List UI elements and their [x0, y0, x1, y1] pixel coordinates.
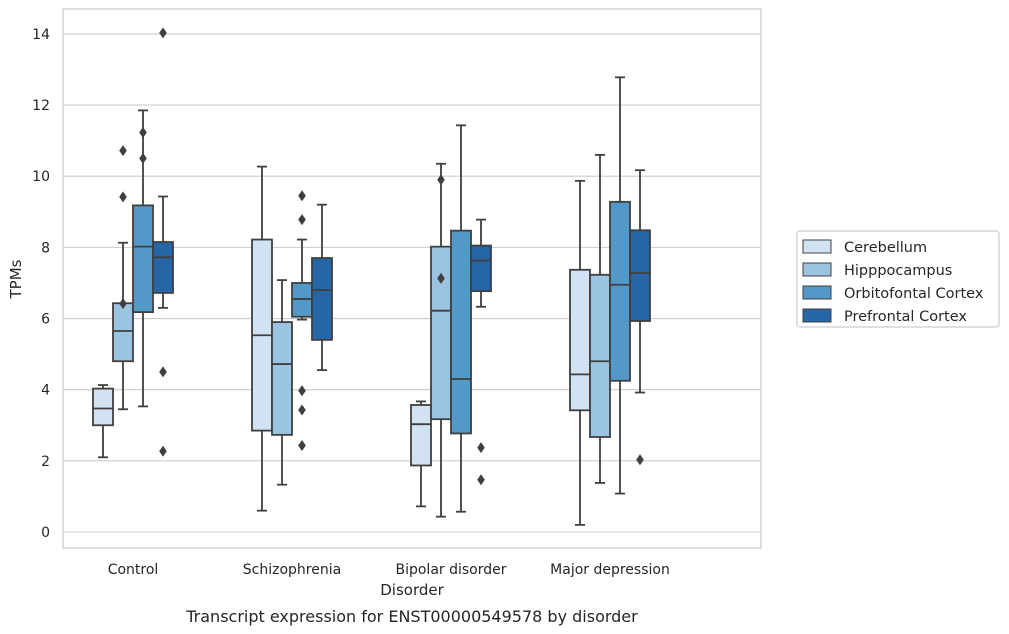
iqr-box [629, 229, 651, 322]
legend: Cerebellum Hipppocampus Orbitofontal Corte… [796, 230, 1000, 328]
iqr-box [410, 404, 432, 467]
outlier-point [477, 474, 485, 486]
outlier-point [159, 27, 167, 39]
legend-label: Hipppocampus [844, 263, 952, 279]
iqr-box [609, 200, 631, 382]
x-tick-label: Bipolar disorder [395, 562, 506, 578]
iqr-box [450, 229, 472, 435]
y-tick-label: 12 [32, 98, 50, 114]
iqr-box [311, 257, 333, 341]
y-tick-label: 10 [32, 169, 50, 185]
legend-swatch [802, 239, 832, 254]
box-orbitofontal-cortex [450, 124, 472, 513]
chart-caption: Transcript expression for ENST0000054957… [185, 607, 638, 626]
y-axis-ticks: 0 2 4 6 8 10 12 14 [32, 27, 50, 541]
legend-label: Cerebellum [844, 240, 927, 256]
outlier-point [437, 272, 445, 284]
box-orbitofontal-cortex [132, 109, 154, 408]
box-hipppocampus [112, 145, 134, 411]
outlier-point [119, 145, 127, 157]
outlier-point [119, 191, 127, 203]
outlier-point [636, 454, 644, 466]
legend-frame [796, 230, 1000, 328]
outlier-point [298, 385, 306, 397]
box-hipppocampus [271, 279, 293, 486]
outlier-point [119, 298, 127, 310]
box-cerebellum [569, 179, 591, 526]
x-axis-label: Disorder [380, 581, 444, 599]
box-orbitofontal-cortex [291, 190, 313, 452]
box-prefrontal-cortex [629, 169, 651, 466]
outlier-point [477, 442, 485, 454]
box-cerebellum [410, 400, 432, 508]
box-prefrontal-cortex [152, 27, 174, 457]
legend-label: Prefrontal Cortex [844, 309, 967, 325]
box-orbitofontal-cortex [609, 76, 631, 495]
grid-lines [63, 33, 761, 533]
box-prefrontal-cortex [470, 218, 492, 486]
box-hipppocampus [430, 162, 452, 518]
box-plot-area [92, 27, 651, 526]
iqr-box [92, 387, 114, 427]
iqr-box [589, 273, 611, 438]
box-cerebellum [92, 384, 114, 459]
x-axis-ticks: Control Schizophrenia Bipolar disorder Majo… [108, 562, 670, 578]
x-tick-label: Major depression [550, 562, 670, 578]
x-tick-label: Control [108, 562, 159, 578]
legend-swatch [802, 308, 832, 323]
legend-swatch [802, 262, 832, 277]
outlier-point [159, 366, 167, 378]
box-cerebellum [251, 165, 273, 512]
y-tick-label: 8 [41, 240, 50, 256]
iqr-box [569, 268, 591, 412]
box-hipppocampus [589, 153, 611, 484]
outlier-point [298, 214, 306, 226]
x-tick-label: Schizophrenia [243, 562, 341, 578]
outlier-point [298, 404, 306, 416]
y-tick-label: 6 [41, 312, 50, 328]
iqr-box [152, 241, 174, 294]
legend-label: Orbitofontal Cortex [844, 286, 984, 302]
outlier-point [159, 445, 167, 457]
box-prefrontal-cortex [311, 203, 333, 372]
iqr-box [470, 244, 492, 293]
y-axis-label: TPMs [7, 259, 25, 299]
y-tick-label: 2 [41, 454, 50, 470]
plot-frame [62, 8, 762, 549]
outlier-point [298, 440, 306, 452]
outlier-point [298, 190, 306, 202]
outlier-point [437, 174, 445, 186]
outlier-point [139, 152, 147, 164]
iqr-box [430, 245, 452, 421]
y-tick-label: 0 [41, 525, 50, 541]
iqr-box [271, 321, 293, 436]
iqr-box [112, 302, 134, 363]
y-tick-label: 4 [41, 383, 50, 399]
outlier-point [139, 126, 147, 138]
y-tick-label: 14 [32, 27, 50, 43]
iqr-box [132, 204, 154, 314]
legend-swatch [802, 285, 832, 300]
